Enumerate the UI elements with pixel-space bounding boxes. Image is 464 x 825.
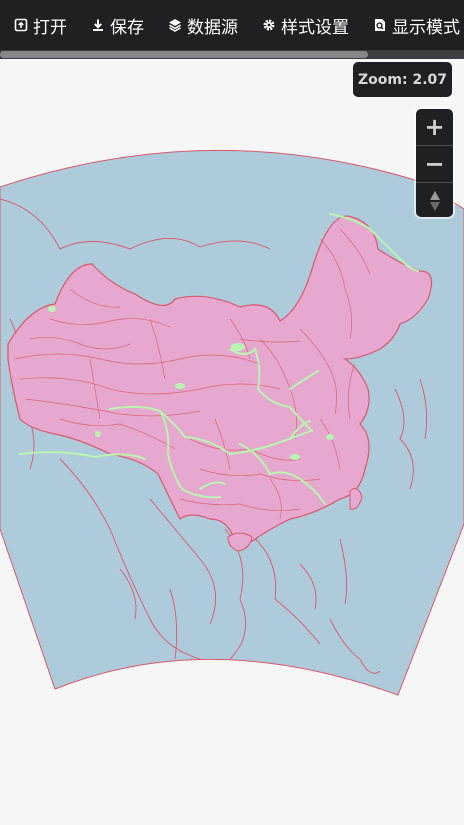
- scrollbar-thumb[interactable]: [0, 51, 368, 58]
- save-button[interactable]: 保存: [91, 13, 144, 38]
- datasource-button[interactable]: 数据源: [168, 13, 238, 38]
- lake-patches: [48, 306, 334, 460]
- zoom-out-button[interactable]: −: [416, 145, 453, 182]
- toolbar-scrollbar[interactable]: [0, 50, 464, 59]
- open-label: 打开: [33, 17, 67, 38]
- display-mode-label: 显示模式: [392, 17, 460, 38]
- search-doc-icon: [373, 18, 387, 32]
- toolbar: 打开 保存 数据源 样式设置 显示模式: [0, 0, 464, 50]
- style-settings-button[interactable]: 样式设置: [262, 13, 349, 38]
- save-label: 保存: [110, 17, 144, 38]
- datasource-label: 数据源: [187, 17, 238, 38]
- china-region: [7, 215, 433, 543]
- style-settings-label: 样式设置: [281, 17, 349, 38]
- zoom-controls: + −: [416, 109, 453, 217]
- layers-icon: [168, 18, 182, 32]
- compass-icon: [429, 191, 440, 211]
- reset-north-button[interactable]: [416, 182, 453, 217]
- taiwan-island: [349, 488, 363, 510]
- hainan-island: [227, 532, 253, 552]
- open-file-icon: [14, 18, 28, 32]
- rivers-lakes: [19, 213, 419, 505]
- display-mode-button[interactable]: 显示模式: [373, 13, 460, 38]
- gear-icon: [262, 18, 276, 32]
- province-boundaries: [14, 228, 371, 520]
- zoom-in-button[interactable]: +: [424, 113, 445, 141]
- zoom-level-badge: Zoom: 2.07: [353, 62, 452, 97]
- open-button[interactable]: 打开: [14, 13, 67, 38]
- download-icon: [91, 18, 105, 32]
- map-canvas[interactable]: [0, 59, 464, 825]
